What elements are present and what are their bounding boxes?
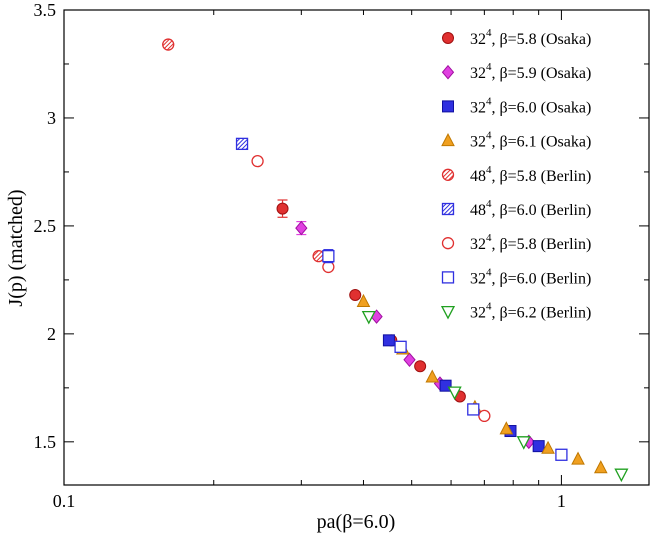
- legend-label: 324, β=6.0 (Osaka): [470, 95, 591, 116]
- data-point: [414, 360, 427, 373]
- axis-ticks: 0.1 1 1.5 2 2.5 3 3.5: [34, 0, 649, 511]
- x-axis-title: pa(β=6.0): [317, 511, 396, 533]
- legend-label: 324, β=6.1 (Osaka): [470, 130, 591, 151]
- data-point: [295, 220, 308, 236]
- data-point: [571, 451, 585, 465]
- series-6: [251, 154, 491, 423]
- legend-entry: 324, β=6.1 (Osaka): [441, 130, 591, 151]
- data-point: [235, 137, 249, 151]
- legend-marker: [441, 202, 455, 216]
- legend-label: 324, β=6.0 (Berlin): [470, 266, 591, 287]
- legend-marker: [441, 237, 455, 250]
- legend-marker: [442, 100, 454, 113]
- series-5: [235, 137, 249, 151]
- data-point: [361, 310, 376, 325]
- data-point: [382, 334, 395, 347]
- data-point: [356, 293, 371, 307]
- series-7: [322, 249, 568, 461]
- data-point: [162, 38, 175, 51]
- data-point: [516, 436, 531, 450]
- legend: 324, β=5.8 (Osaka) 324, β=5.9 (Osaka) 324,…: [440, 27, 591, 322]
- data-point: [322, 249, 335, 263]
- data-point: [541, 440, 555, 454]
- data-point: [276, 202, 289, 215]
- legend-entry: 324, β=6.0 (Osaka): [442, 95, 591, 116]
- x-tick-label: 0.1: [53, 491, 76, 511]
- legend-marker: [441, 168, 455, 181]
- legend-marker: [440, 305, 456, 320]
- legend-label: 324, β=5.8 (Berlin): [470, 232, 591, 253]
- data-point: [403, 352, 416, 368]
- data-point: [251, 154, 264, 168]
- x-tick-label: 1: [557, 491, 566, 511]
- y-tick-label: 3.5: [34, 0, 57, 20]
- legend-entry: 324, β=6.2 (Berlin): [440, 301, 591, 322]
- legend-entry: 324, β=6.0 (Berlin): [441, 266, 591, 287]
- legend-marker: [441, 271, 455, 284]
- plot-frame: [63, 9, 650, 486]
- data-point: [349, 289, 362, 301]
- y-tick-label: 2: [47, 324, 56, 344]
- data-point: [425, 369, 440, 383]
- legend-entry: 324, β=5.8 (Berlin): [441, 232, 591, 253]
- legend-entry: 324, β=5.8 (Osaka): [442, 27, 591, 48]
- series-4: [162, 38, 325, 263]
- legend-marker: [441, 64, 455, 80]
- data-point: [499, 421, 514, 435]
- legend-entry: 484, β=5.8 (Berlin): [441, 164, 591, 185]
- y-tick-label: 3: [47, 108, 56, 128]
- y-tick-label: 1.5: [34, 432, 57, 452]
- y-axis-title: J(p) (matched): [5, 189, 27, 306]
- data-point: [439, 379, 452, 392]
- y-tick-label: 2.5: [34, 216, 57, 236]
- series-8: [361, 310, 629, 483]
- legend-label: 324, β=5.8 (Osaka): [470, 27, 591, 48]
- data-point: [478, 409, 491, 423]
- series-3: [356, 293, 608, 474]
- data-point: [555, 448, 568, 461]
- data-point: [467, 403, 480, 416]
- data-points: [162, 38, 629, 483]
- legend-marker: [441, 133, 455, 147]
- legend-label: 324, β=6.2 (Berlin): [470, 301, 591, 322]
- legend-marker: [442, 32, 454, 44]
- legend-label: 484, β=5.8 (Berlin): [470, 164, 591, 185]
- data-point: [593, 460, 608, 474]
- data-point: [394, 340, 407, 353]
- data-point: [614, 468, 629, 483]
- legend-entry: 324, β=5.9 (Osaka): [441, 61, 591, 82]
- legend-entry: 484, β=6.0 (Berlin): [441, 198, 591, 219]
- data-point: [532, 440, 545, 453]
- legend-label: 324, β=5.9 (Osaka): [470, 61, 591, 82]
- legend-label: 484, β=6.0 (Berlin): [470, 198, 591, 219]
- data-point: [447, 386, 462, 401]
